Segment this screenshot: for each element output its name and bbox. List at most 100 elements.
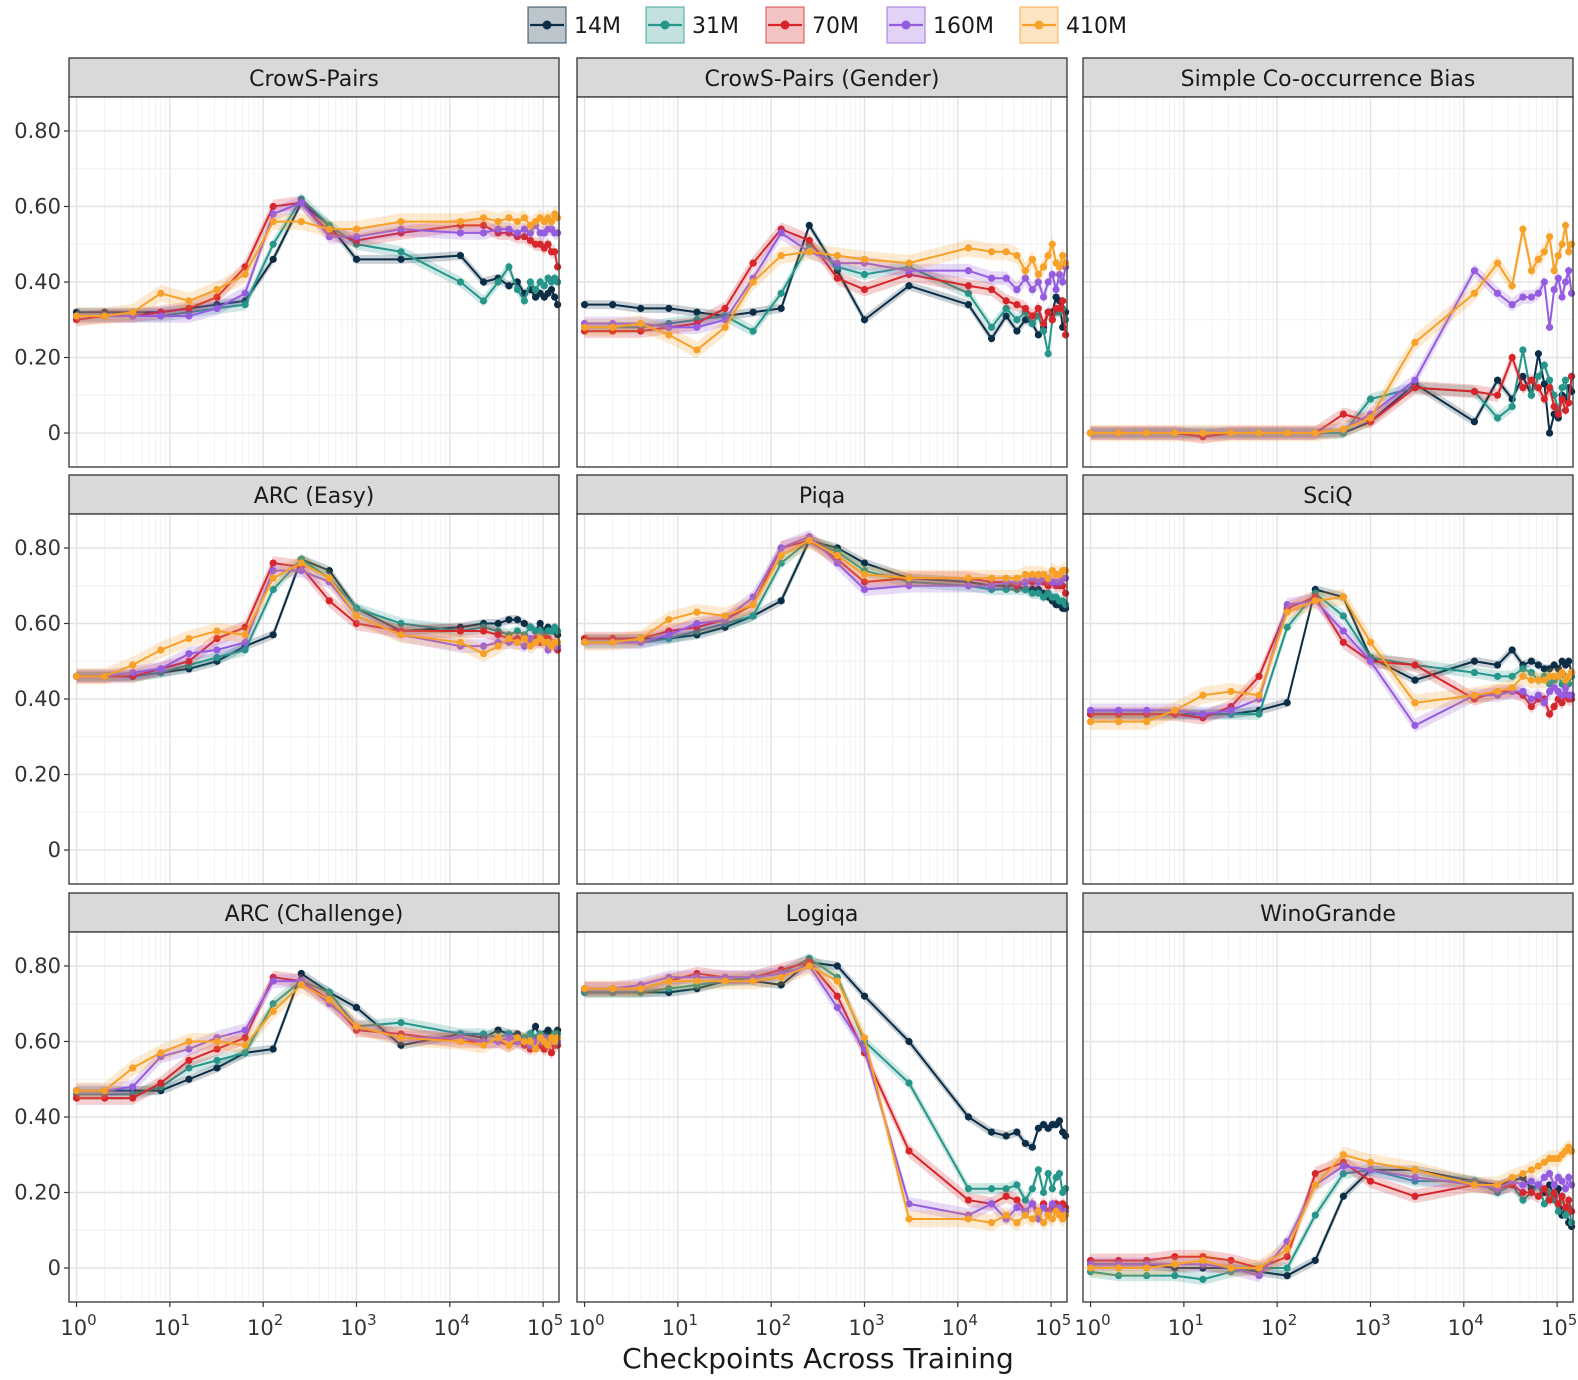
data-point: [777, 544, 785, 552]
panel-title: CrowS-Pairs: [249, 67, 379, 92]
panel-strip: [576, 474, 1068, 515]
data-point: [1028, 319, 1036, 328]
data-point: [526, 229, 534, 237]
data-point: [1519, 384, 1527, 392]
data-point: [1059, 297, 1067, 305]
data-point: [805, 536, 813, 545]
data-point: [397, 1019, 405, 1027]
data-point: [860, 578, 869, 586]
data-point: [297, 981, 305, 989]
data-point: [777, 229, 785, 237]
panel-strip: [1082, 892, 1574, 933]
data-point: [1255, 429, 1263, 437]
data-point: [1534, 289, 1542, 297]
data-point: [1311, 1181, 1319, 1189]
panel-strip: [68, 474, 560, 515]
data-point: [1311, 1211, 1319, 1219]
data-point: [1048, 240, 1056, 248]
data-point: [269, 574, 277, 582]
data-point: [833, 274, 841, 282]
data-point: [1062, 1211, 1070, 1219]
confidence-band: [584, 957, 1066, 1232]
data-point: [964, 289, 973, 297]
data-point: [721, 316, 729, 324]
data-point: [1283, 699, 1291, 707]
data-point: [1493, 376, 1502, 384]
data-point: [1519, 293, 1527, 301]
data-point: [1540, 361, 1548, 369]
data-point: [1568, 240, 1576, 248]
data-point: [1171, 1271, 1179, 1280]
data-point: [1028, 1143, 1036, 1151]
data-point: [1013, 574, 1021, 582]
confidence-band: [584, 532, 1066, 651]
data-point: [1568, 668, 1576, 677]
data-point: [185, 1037, 193, 1046]
data-point: [1527, 391, 1535, 399]
confidence-band: [584, 533, 1066, 646]
data-point: [1568, 372, 1576, 380]
data-point: [905, 574, 913, 582]
data-point: [964, 1185, 973, 1193]
data-point: [1558, 699, 1566, 707]
legend-label: 31M: [692, 14, 739, 39]
data-point: [1002, 585, 1010, 594]
data-point: [1411, 376, 1419, 384]
data-point: [1227, 1256, 1235, 1265]
data-point: [513, 638, 521, 646]
data-point: [1034, 1166, 1042, 1174]
data-point: [987, 1200, 996, 1208]
data-point: [1048, 316, 1056, 324]
data-point: [777, 981, 785, 989]
panel-title: WinoGrande: [1260, 902, 1396, 927]
data-point: [1028, 589, 1036, 597]
x-tick-label: 104: [942, 1311, 978, 1340]
data-point: [1311, 1256, 1319, 1265]
data-point: [513, 217, 521, 226]
data-point: [1540, 1173, 1548, 1182]
data-point: [1115, 718, 1123, 726]
legend-key-point: [780, 20, 790, 30]
panel-arc-challenge: ARC (Challenge) 0 0.20 0.40 0.60 0.80 100 101 10…: [14, 892, 563, 1340]
data-point: [1339, 593, 1347, 601]
data-point: [1519, 225, 1527, 233]
data-point: [1540, 380, 1548, 388]
data-point: [479, 221, 488, 229]
data-point: [1470, 289, 1479, 297]
series-160m: [580, 226, 1070, 335]
data-point: [456, 278, 465, 286]
x-tick-label: 105: [527, 1311, 563, 1340]
data-point: [1044, 350, 1052, 358]
data-point: [494, 642, 502, 650]
data-point: [1021, 304, 1029, 313]
data-point: [1086, 429, 1095, 437]
panel-title: ARC (Easy): [254, 484, 375, 509]
data-point: [241, 638, 249, 646]
data-point: [987, 248, 996, 256]
data-point: [513, 229, 521, 237]
data-point: [1199, 1256, 1207, 1265]
data-point: [269, 1045, 277, 1053]
data-point: [1021, 274, 1029, 282]
data-point: [1411, 699, 1419, 707]
data-point: [860, 585, 869, 594]
data-point: [297, 559, 305, 567]
y-tick-label: 0: [48, 838, 61, 862]
confidence-band: [584, 952, 1066, 1206]
data-point: [1519, 346, 1527, 354]
data-point: [185, 650, 193, 658]
data-point: [1508, 672, 1516, 680]
legend-label: 70M: [812, 14, 859, 39]
x-tick-label: 100: [1074, 1311, 1110, 1340]
data-point: [665, 616, 673, 624]
data-point: [352, 612, 361, 620]
data-point: [1561, 406, 1570, 414]
data-point: [1048, 270, 1056, 279]
data-point: [479, 297, 488, 305]
data-point: [129, 308, 137, 316]
data-point: [721, 977, 729, 985]
confidence-band: [584, 235, 1066, 359]
data-point: [526, 1037, 534, 1046]
data-point: [1508, 301, 1516, 309]
data-point: [1534, 255, 1542, 263]
